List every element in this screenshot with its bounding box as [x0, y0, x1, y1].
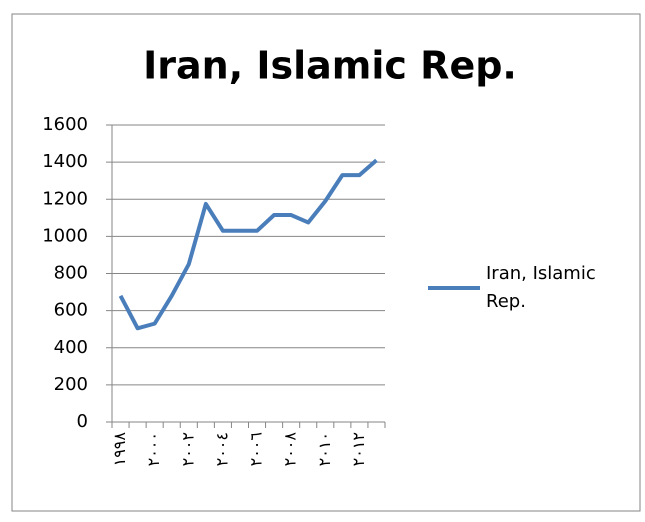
x-tick-label: ٢٠٠٨ [281, 432, 300, 467]
y-tick-label: 600 [54, 300, 88, 321]
legend-label: Iran, Islamic Rep. [486, 263, 596, 312]
x-tick-label: ٢٠١٠ [315, 432, 334, 466]
chart-border [11, 13, 641, 512]
x-tick-label: ٢٠٠٠ [144, 432, 163, 466]
y-tick-label: 1200 [42, 188, 88, 209]
y-tick-label: 1600 [42, 114, 88, 135]
x-tick-label: ٢٠٠٤ [212, 432, 231, 466]
x-tick-label: ٢٠٠٢ [178, 432, 197, 466]
y-tick-label: 200 [54, 374, 88, 395]
y-tick-label: 1400 [42, 151, 88, 172]
data-line [118, 158, 378, 331]
y-tick-label: 0 [77, 411, 88, 432]
y-tick-label: 800 [54, 263, 88, 284]
y-tick-label: 400 [54, 337, 88, 358]
x-tick-label: ٢٠١٢ [349, 432, 368, 466]
x-tick-label: ١٩٩٨ [110, 432, 129, 467]
chart-title: Iran, Islamic Rep. [143, 44, 517, 88]
x-tick-label: ٢٠٠٦ [247, 432, 266, 466]
y-tick-label: 1000 [42, 225, 88, 246]
